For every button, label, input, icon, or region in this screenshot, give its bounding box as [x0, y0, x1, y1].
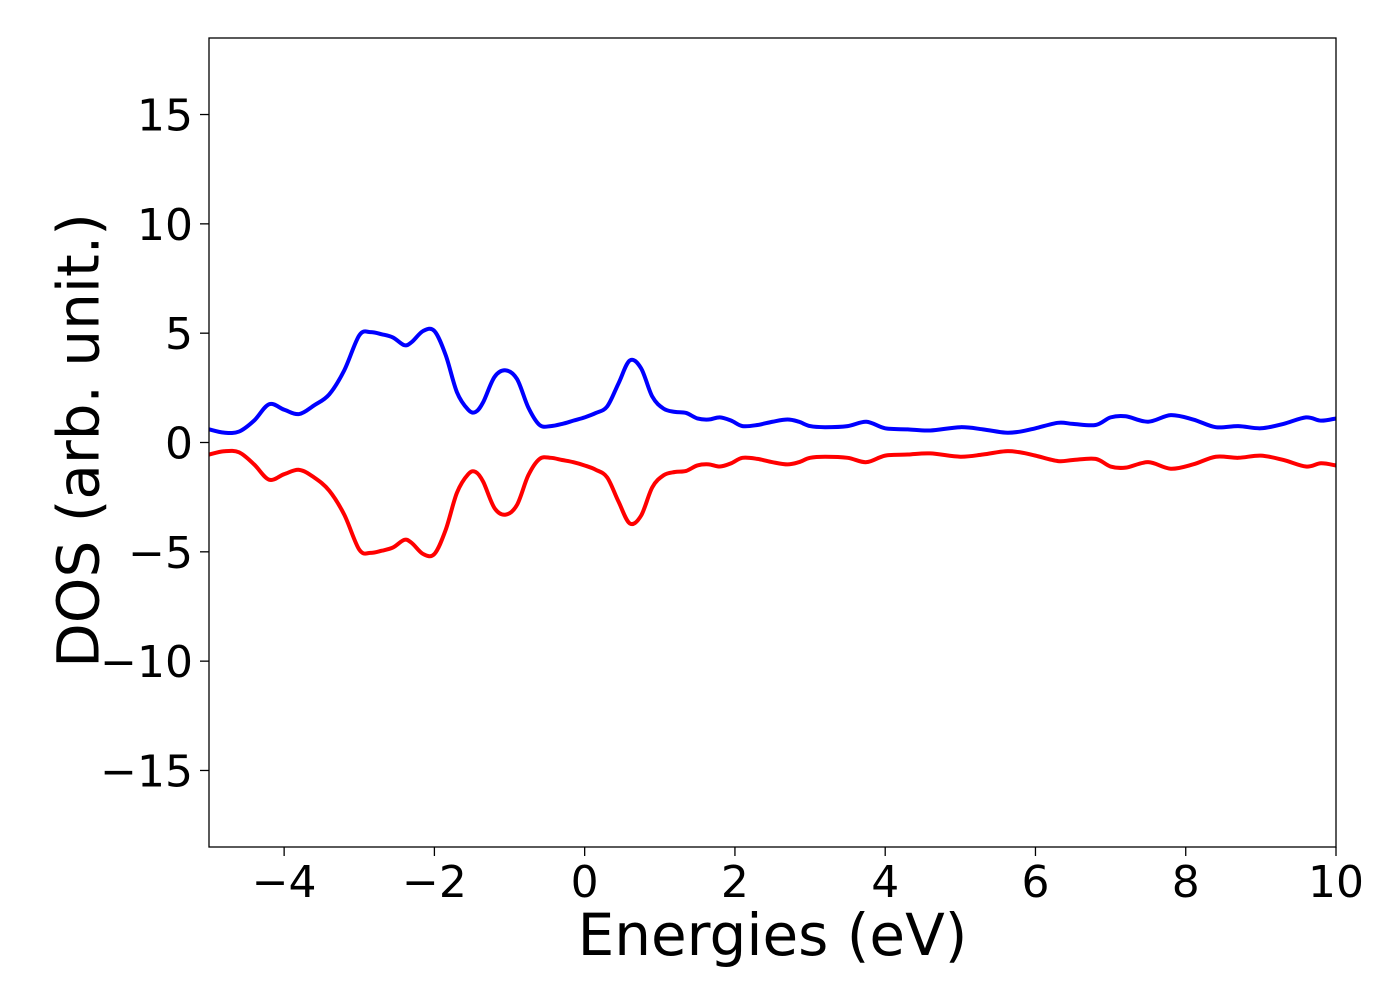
x-tick-label: −4 [252, 857, 317, 908]
plot-area-frame [208, 37, 1337, 848]
y-tick-label: 5 [165, 309, 193, 360]
ticks-layer: −4 −2 0 2 4 6 8 10 −15 −10 −5 0 5 10 15 [100, 91, 1364, 908]
y-axis-title: DOS (arb. unit.) [44, 213, 112, 668]
x-tick-label: 2 [721, 857, 749, 908]
y-tick-label: −10 [100, 637, 193, 688]
y-tick-label: 10 [137, 200, 193, 251]
dos-line-blue [209, 326, 1336, 436]
series-layer [209, 326, 1336, 559]
dos-line-red [209, 448, 1336, 559]
y-tick-label: −15 [100, 746, 193, 797]
x-tick-label: −2 [402, 857, 467, 908]
y-tick-label: 0 [165, 419, 193, 470]
x-tick-label: 8 [1172, 857, 1200, 908]
x-tick-label: 4 [871, 857, 899, 908]
y-tick-label: 15 [137, 91, 193, 142]
x-tick-label: 10 [1308, 857, 1364, 908]
y-tick-label: −5 [128, 528, 193, 579]
x-tick-label: 0 [571, 857, 599, 908]
x-tick-label: 6 [1021, 857, 1049, 908]
x-axis-title: Energies (eV) [578, 901, 968, 969]
